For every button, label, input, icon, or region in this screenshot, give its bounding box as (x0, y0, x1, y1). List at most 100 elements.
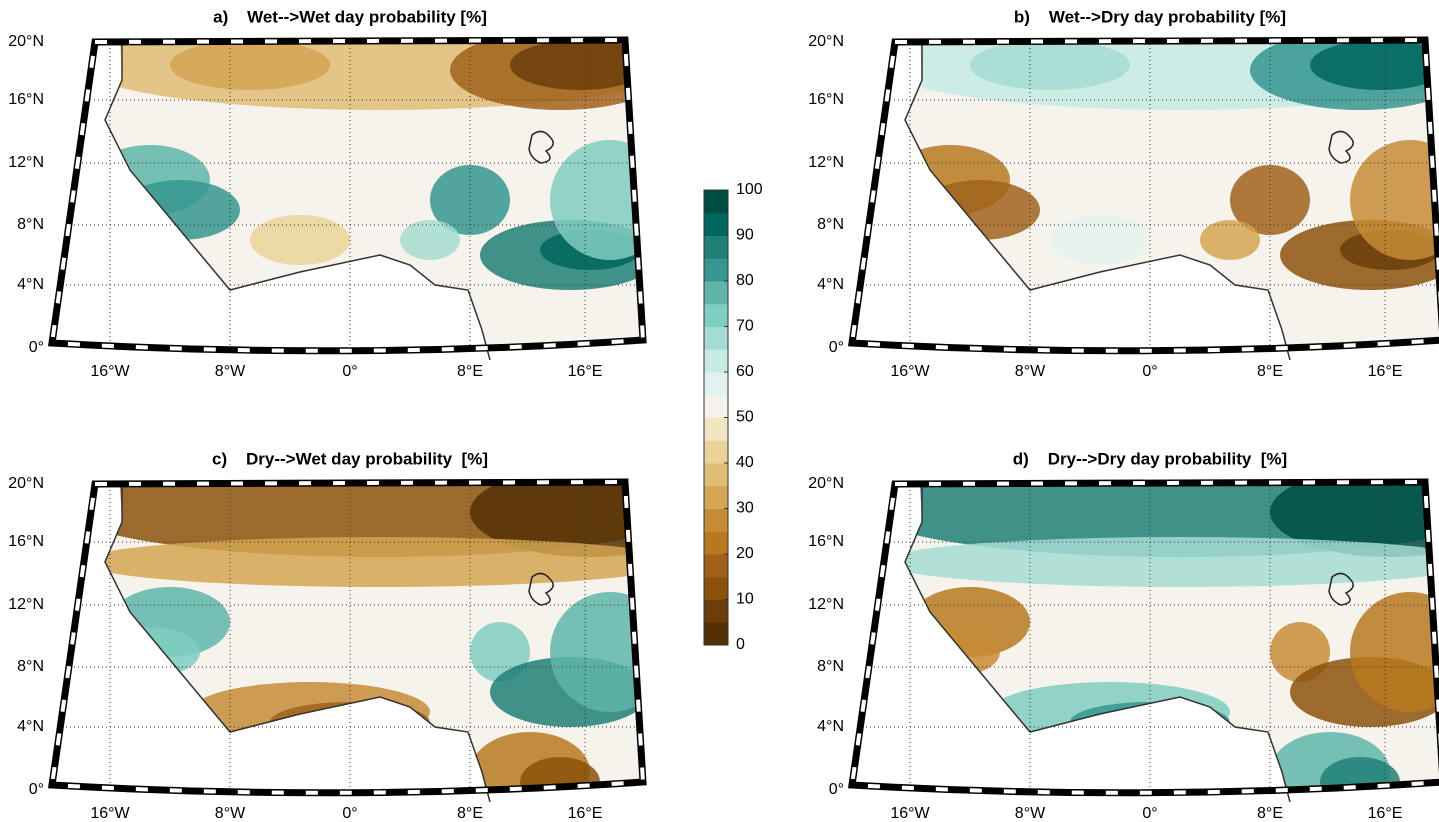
lat-label: 4°N (17, 276, 44, 293)
lon-label: 0° (1142, 363, 1157, 380)
lat-label: 12°N (8, 596, 44, 613)
colorbar-band (704, 281, 728, 305)
map-field (52, 482, 643, 793)
map-panel (847, 478, 1439, 803)
lat-label: 4°N (817, 718, 844, 735)
panel-title: c) Dry-->Wet day probability [%] (212, 449, 488, 468)
colorbar-band (704, 440, 728, 464)
lon-label: 16°E (568, 363, 603, 380)
map-field (852, 482, 1439, 793)
lat-label: 20°N (8, 33, 44, 50)
lake (528, 130, 554, 164)
lon-label: 16°E (1368, 805, 1403, 822)
lat-label: 0° (29, 339, 44, 356)
map-panel (47, 36, 647, 361)
coastline (904, 42, 1291, 361)
lon-label: 8°W (1015, 363, 1046, 380)
field-region (1320, 757, 1400, 793)
field-region (1270, 482, 1439, 557)
lake (1328, 130, 1354, 164)
colorbar-tick-label: 10 (736, 591, 754, 608)
colorbar-tick-label: 40 (736, 454, 754, 471)
field-region (400, 220, 460, 260)
lon-label: 16°W (890, 363, 930, 380)
lat-label: 12°N (808, 596, 844, 613)
colorbar-tick-label: 50 (736, 409, 754, 426)
lon-label: 8°W (215, 363, 246, 380)
field-region (170, 40, 330, 90)
frame (847, 36, 1439, 355)
map-field (52, 40, 643, 351)
field-region (1050, 215, 1150, 265)
colorbar-band (704, 303, 728, 327)
panel-title: d) Dry-->Dry day probability [%] (1013, 449, 1287, 468)
colorbar-band (704, 417, 728, 441)
lat-label: 20°N (808, 33, 844, 50)
lat-label: 0° (829, 339, 844, 356)
field-region (510, 40, 643, 90)
field-region (970, 40, 1130, 90)
field-region (1350, 592, 1439, 712)
lat-label: 20°N (808, 475, 844, 492)
lon-label: 8°E (1257, 805, 1283, 822)
field-region (250, 215, 350, 265)
lat-label: 16°N (8, 533, 44, 550)
map-panel (47, 478, 647, 803)
field-region (550, 592, 643, 712)
colorbar-band (704, 622, 728, 646)
lat-label: 16°N (808, 91, 844, 108)
frame (847, 478, 1439, 797)
colorbar-band (704, 554, 728, 578)
colorbar-band (704, 326, 728, 350)
lat-label: 16°N (8, 91, 44, 108)
coastline (904, 484, 1291, 803)
colorbar-band (704, 463, 728, 487)
coastline (104, 484, 491, 803)
colorbar-band (704, 508, 728, 532)
colorbar-tick-label: 90 (736, 227, 754, 244)
colorbar-band (704, 485, 728, 509)
lon-label: 16°W (890, 805, 930, 822)
panel-title: a) Wet-->Wet day probability [%] (213, 7, 487, 26)
lat-label: 8°N (17, 658, 44, 675)
field-region (80, 537, 643, 587)
lon-label: 8°E (457, 363, 483, 380)
colorbar-band (704, 190, 728, 214)
colorbar-tick-label: 30 (736, 500, 754, 517)
lat-label: 20°N (8, 475, 44, 492)
colorbar-band (704, 349, 728, 373)
lat-label: 8°N (817, 216, 844, 233)
colorbar-tick-label: 20 (736, 545, 754, 562)
lon-label: 16°E (1368, 363, 1403, 380)
lon-label: 8°W (215, 805, 246, 822)
lat-label: 8°N (817, 658, 844, 675)
lat-label: 0° (29, 781, 44, 798)
lat-label: 4°N (17, 718, 44, 735)
colorbar-band (704, 531, 728, 555)
field-region (520, 757, 600, 793)
lake (1328, 572, 1354, 606)
lat-label: 4°N (817, 276, 844, 293)
colorbar-band (704, 235, 728, 259)
lon-label: 16°W (90, 805, 130, 822)
colorbar-band (704, 258, 728, 282)
lat-label: 8°N (17, 216, 44, 233)
map-panel (847, 36, 1439, 361)
colorbar-band (704, 212, 728, 236)
frame (47, 478, 647, 797)
colorbar-band (704, 372, 728, 396)
colorbar-tick-label: 80 (736, 272, 754, 289)
lat-label: 12°N (8, 154, 44, 171)
lon-label: 0° (1142, 805, 1157, 822)
lake (528, 572, 554, 606)
field-region (550, 140, 643, 260)
lon-label: 0° (342, 363, 357, 380)
panel-title: b) Wet-->Dry day probability [%] (1014, 7, 1286, 26)
lon-label: 16°E (568, 805, 603, 822)
lon-label: 8°E (1257, 363, 1283, 380)
field-region (1350, 140, 1439, 260)
lon-label: 16°W (90, 363, 130, 380)
colorbar-band (704, 394, 728, 418)
lat-label: 0° (829, 781, 844, 798)
lon-label: 0° (342, 805, 357, 822)
